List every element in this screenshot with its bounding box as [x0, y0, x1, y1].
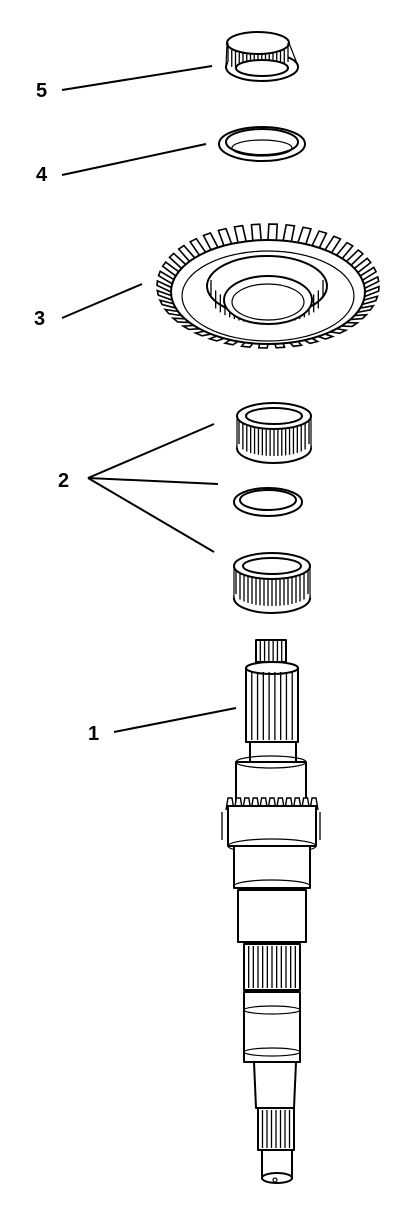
callout-number-1: 1 [88, 723, 99, 745]
callout-number-3: 3 [34, 308, 45, 330]
callout-2: 2 [58, 423, 219, 553]
needle-bearing-lower-icon [233, 552, 311, 614]
callout-number-2: 2 [58, 470, 69, 492]
callout-3: 3 [34, 283, 143, 330]
callout-number-5: 5 [36, 80, 47, 102]
thrust-washer-icon [218, 126, 306, 162]
shaft-icon [221, 639, 321, 1184]
roller-bearing-icon [225, 31, 299, 82]
helical-gear-icon [156, 223, 380, 349]
spacer-ring-icon [233, 487, 303, 517]
callout-5: 5 [36, 65, 213, 102]
callout-1: 1 [88, 707, 237, 745]
needle-bearing-upper-icon [236, 402, 312, 464]
callout-number-4: 4 [36, 164, 48, 186]
callout-4: 4 [36, 143, 207, 186]
